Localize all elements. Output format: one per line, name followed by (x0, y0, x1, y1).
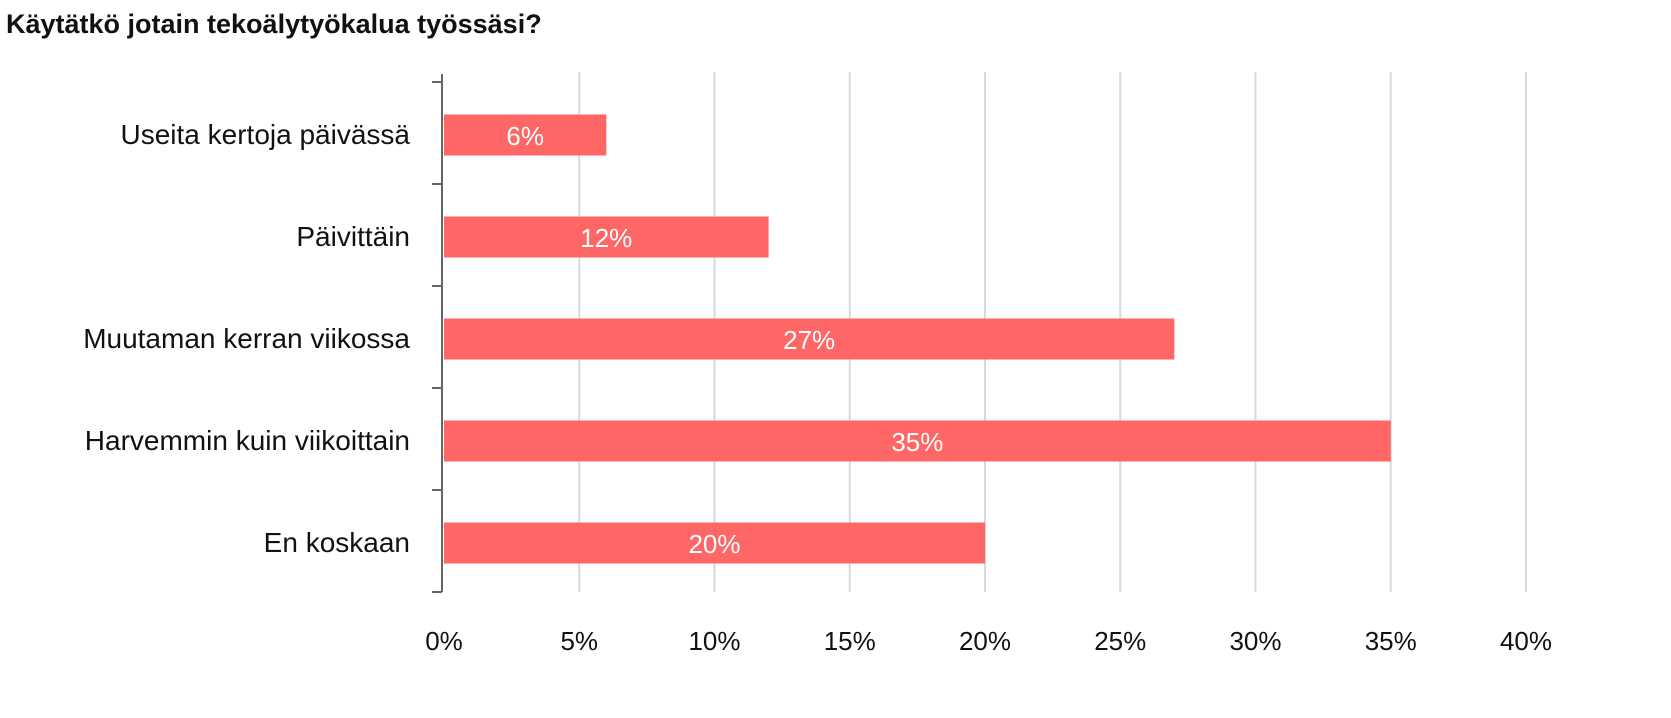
category-label: Harvemmin kuin viikoittain (85, 425, 410, 456)
bars (444, 114, 1391, 564)
x-tick-label: 25% (1094, 626, 1146, 656)
x-tick-label: 40% (1500, 626, 1552, 656)
labels: 0% 5% 10% 15% 20% 25% 30% 35% 40% 6% Useita kertoj… (83, 119, 1552, 656)
bar (444, 318, 1175, 360)
bar-data-label: 12% (580, 223, 632, 253)
x-tick-label: 35% (1365, 626, 1417, 656)
x-tick-label: 15% (824, 626, 876, 656)
bar-data-label: 35% (891, 427, 943, 457)
x-tick-label: 20% (959, 626, 1011, 656)
category-label: Useita kertoja päivässä (121, 119, 411, 150)
category-label: Päivittäin (296, 221, 410, 252)
axes (432, 74, 443, 593)
bar (444, 522, 985, 564)
category-label: Muutaman kerran viikossa (83, 323, 410, 354)
bar-data-label: 27% (783, 325, 835, 355)
x-tick-label: 10% (688, 626, 740, 656)
x-tick-label: 5% (560, 626, 598, 656)
bar (444, 114, 607, 156)
x-tick-label: 30% (1229, 626, 1281, 656)
bar (444, 420, 1391, 462)
bar-data-label: 20% (688, 529, 740, 559)
x-tick-label: 0% (425, 626, 463, 656)
category-label: En koskaan (264, 527, 410, 558)
bar-data-label: 6% (506, 121, 544, 151)
bar (444, 216, 769, 258)
chart-title: Käytätkö jotain tekoälytyökalua työssäsi… (6, 9, 542, 39)
